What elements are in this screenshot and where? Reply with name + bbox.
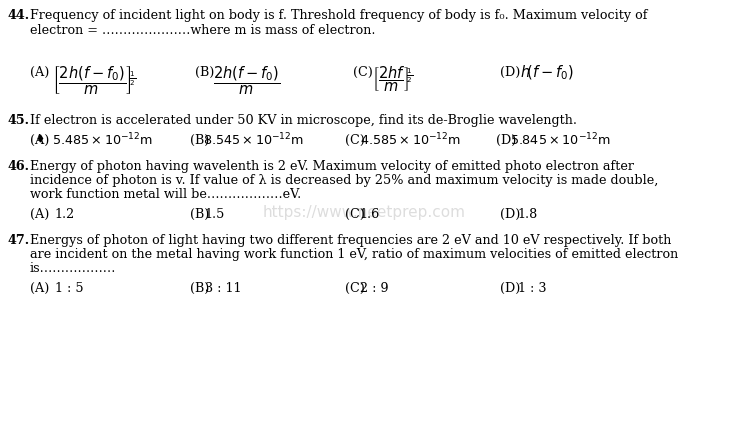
Text: 1 : 5: 1 : 5: [55, 282, 84, 295]
Text: $\dfrac{2h\left(f-f_0\right)}{m}$: $\dfrac{2h\left(f-f_0\right)}{m}$: [213, 64, 280, 96]
Text: 47.: 47.: [8, 234, 30, 247]
Text: 1.6: 1.6: [360, 208, 381, 221]
Text: 1.8: 1.8: [518, 208, 538, 221]
Text: (D): (D): [500, 208, 521, 221]
Text: $\left[\dfrac{2hf}{m}\right]^{\!\!\frac{1}{2}}$: $\left[\dfrac{2hf}{m}\right]^{\!\!\frac{…: [372, 64, 413, 93]
Text: (B): (B): [190, 134, 209, 147]
Text: (D): (D): [500, 66, 521, 79]
Text: (C): (C): [353, 66, 373, 79]
Text: 45.: 45.: [8, 114, 30, 127]
Text: 44.: 44.: [8, 9, 30, 22]
Text: 2 : 9: 2 : 9: [360, 282, 389, 295]
Text: $\left[\dfrac{2h\left(f-f_0\right)}{m}\right]^{\!\!\frac{1}{2}}$: $\left[\dfrac{2h\left(f-f_0\right)}{m}\r…: [52, 64, 136, 96]
Text: 3 : 11: 3 : 11: [205, 282, 241, 295]
Text: is………………: is………………: [30, 262, 117, 275]
Text: electron = …………………where m is mass of electron.: electron = …………………where m is mass of ele…: [30, 24, 375, 37]
Text: $5.845\times10^{-12}$m: $5.845\times10^{-12}$m: [510, 132, 611, 148]
Text: (B): (B): [195, 66, 214, 79]
Text: Frequency of incident light on body is f. Threshold frequency of body is f₀. Max: Frequency of incident light on body is f…: [30, 9, 647, 22]
Text: (B): (B): [190, 208, 209, 221]
Text: 1.5: 1.5: [205, 208, 225, 221]
Text: $h\!\left(f-f_0\right)$: $h\!\left(f-f_0\right)$: [520, 64, 574, 82]
Text: (D): (D): [496, 134, 516, 147]
Text: 1.2: 1.2: [55, 208, 75, 221]
Text: https://www.neetprep.com: https://www.neetprep.com: [262, 204, 466, 220]
Text: (B): (B): [190, 282, 209, 295]
Text: (A): (A): [30, 134, 50, 147]
Text: (A): (A): [30, 282, 50, 295]
Text: $4.585\times10^{-12}$m: $4.585\times10^{-12}$m: [360, 132, 461, 148]
Text: $5.485\times10^{-12}$m: $5.485\times10^{-12}$m: [52, 132, 153, 148]
Text: If electron is accelerated under 50 KV in microscope, find its de-Broglie wavele: If electron is accelerated under 50 KV i…: [30, 114, 577, 127]
Text: are incident on the metal having work function 1 eV, ratio of maximum velocities: are incident on the metal having work fu…: [30, 248, 678, 261]
Text: work function metal will be………………eV.: work function metal will be………………eV.: [30, 188, 301, 201]
Text: $8.545\times10^{-12}$m: $8.545\times10^{-12}$m: [203, 132, 304, 148]
Text: (C): (C): [345, 208, 365, 221]
Text: (C): (C): [345, 134, 365, 147]
Text: (A): (A): [30, 66, 50, 79]
Text: 46.: 46.: [8, 160, 30, 173]
Text: Energy of photon having wavelenth is 2 eV. Maximum velocity of emitted photo ele: Energy of photon having wavelenth is 2 e…: [30, 160, 634, 173]
Text: 1 : 3: 1 : 3: [518, 282, 547, 295]
Text: Energys of photon of light having two different frequencies are 2 eV and 10 eV r: Energys of photon of light having two di…: [30, 234, 671, 247]
Text: (D): (D): [500, 282, 521, 295]
Text: (C): (C): [345, 282, 365, 295]
Text: incidence of photon is v. If value of λ is decreased by 25% and maximum velocity: incidence of photon is v. If value of λ …: [30, 174, 658, 187]
Text: (A): (A): [30, 208, 50, 221]
